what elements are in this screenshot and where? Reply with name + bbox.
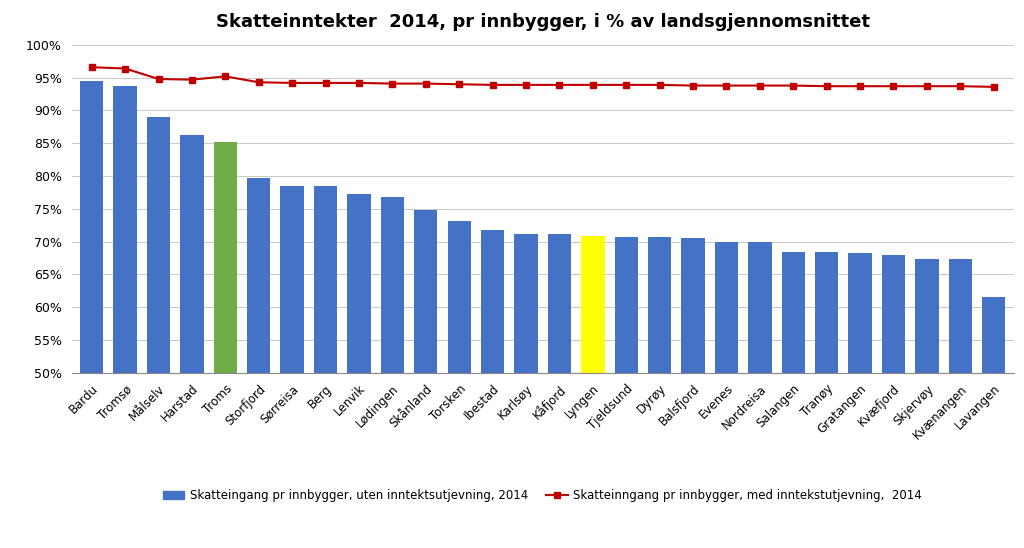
- Bar: [648, 237, 672, 373]
- Bar: [715, 242, 738, 373]
- Bar: [882, 255, 905, 373]
- Legend: Skatteingang pr innbygger, uten inntektsutjevning, 2014, Skatteinngang pr innbyg: Skatteingang pr innbygger, uten inntekts…: [159, 484, 927, 507]
- Bar: [749, 242, 771, 373]
- Bar: [948, 259, 972, 373]
- Bar: [314, 186, 337, 373]
- Bar: [815, 252, 839, 373]
- Bar: [548, 235, 571, 373]
- Bar: [414, 210, 437, 373]
- Bar: [582, 236, 604, 373]
- Bar: [982, 297, 1006, 373]
- Bar: [281, 186, 304, 373]
- Bar: [514, 233, 538, 373]
- Bar: [214, 142, 237, 373]
- Bar: [180, 135, 204, 373]
- Bar: [114, 85, 137, 373]
- Bar: [146, 117, 170, 373]
- Bar: [781, 252, 805, 373]
- Bar: [447, 221, 471, 373]
- Bar: [80, 81, 103, 373]
- Bar: [681, 238, 705, 373]
- Bar: [247, 178, 270, 373]
- Bar: [481, 230, 504, 373]
- Title: Skatteinntekter  2014, pr innbygger, i % av landsgjennomsnittet: Skatteinntekter 2014, pr innbygger, i % …: [216, 13, 869, 31]
- Bar: [915, 259, 939, 373]
- Bar: [849, 253, 871, 373]
- Bar: [381, 197, 404, 373]
- Bar: [347, 195, 371, 373]
- Bar: [614, 237, 638, 373]
